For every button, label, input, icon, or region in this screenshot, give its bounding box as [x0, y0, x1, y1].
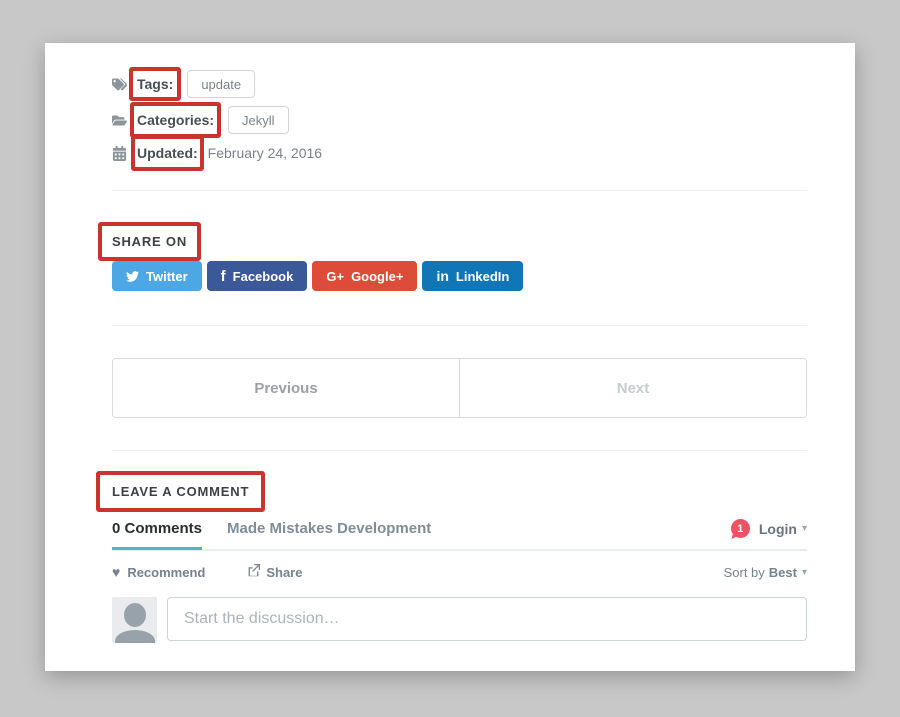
- leave-a-comment-heading: LEAVE A COMMENT: [95, 471, 266, 512]
- share-button-label: Twitter: [146, 268, 188, 284]
- sort-by-dropdown[interactable]: Sort by Best ▾: [724, 565, 807, 580]
- comment-form: [112, 597, 807, 643]
- share-icon: [247, 564, 266, 580]
- updated-row: Updated: February 24, 2016: [112, 135, 807, 171]
- share-button-twitter[interactable]: Twitter: [112, 261, 202, 291]
- sort-by-label: Sort by: [723, 564, 765, 580]
- updated-date: February 24, 2016: [207, 145, 323, 161]
- comment-count: 0 Comments: [112, 520, 203, 550]
- post-footer-card: Tags: update Categories: Jekyll Updated:…: [45, 43, 855, 671]
- share-button-linkedin[interactable]: in LinkedIn: [422, 261, 524, 291]
- categories-label: Categories:: [129, 102, 222, 138]
- folder-icon: [112, 112, 128, 128]
- tags-icon: [112, 76, 128, 92]
- share-thread-button[interactable]: Share: [247, 564, 302, 580]
- disqus-actions-bar: ♥ Recommend Share Sort by Best ▾: [112, 564, 807, 580]
- recommend-label: Recommend: [127, 564, 206, 580]
- googleplus-icon: G+: [326, 268, 345, 284]
- notification-badge[interactable]: 1: [730, 519, 750, 538]
- twitter-icon: [126, 270, 139, 283]
- share-thread-label: Share: [266, 564, 303, 580]
- disqus-header: 0 Comments Made Mistakes Development 1 L…: [112, 519, 807, 551]
- share-button-googleplus[interactable]: G+ Google+: [312, 261, 418, 291]
- login-label: Login: [758, 520, 797, 537]
- category-chip-jekyll[interactable]: Jekyll: [228, 106, 289, 134]
- next-post-button[interactable]: Next: [460, 359, 806, 417]
- tags-label: Tags:: [128, 67, 182, 101]
- updated-label: Updated:: [131, 135, 204, 171]
- divider: [112, 190, 807, 191]
- post-pagination: Previous Next: [112, 358, 807, 418]
- share-button-label: LinkedIn: [455, 268, 510, 284]
- divider: [112, 325, 807, 326]
- comment-input[interactable]: [167, 597, 807, 641]
- share-button-label: Facebook: [232, 268, 294, 284]
- share-button-label: Google+: [351, 268, 404, 284]
- sort-by-value: Best: [768, 564, 797, 580]
- categories-row: Categories: Jekyll: [112, 102, 807, 138]
- login-control[interactable]: 1 Login ▾: [730, 519, 807, 538]
- previous-post-button[interactable]: Previous: [113, 359, 460, 417]
- divider: [112, 450, 807, 451]
- recommend-button[interactable]: ♥ Recommend: [112, 564, 205, 580]
- share-on-heading: SHARE ON: [97, 222, 202, 261]
- avatar-silhouette-head: [123, 603, 146, 627]
- facebook-icon: f: [220, 267, 226, 285]
- forum-name-link[interactable]: Made Mistakes Development: [227, 520, 432, 537]
- calendar-icon: [112, 145, 128, 161]
- avatar: [112, 597, 157, 643]
- chevron-down-icon: ▾: [801, 523, 807, 534]
- share-buttons-row: Twitter f Facebook G+ Google+ in LinkedI…: [112, 261, 807, 291]
- tag-chip-update[interactable]: update: [187, 70, 256, 98]
- tags-row: Tags: update: [112, 67, 807, 101]
- chevron-down-icon: ▾: [801, 566, 807, 578]
- linkedin-icon: in: [436, 268, 449, 284]
- heart-icon: ♥: [112, 564, 121, 580]
- share-button-facebook[interactable]: f Facebook: [206, 261, 308, 291]
- avatar-silhouette-body: [114, 630, 155, 643]
